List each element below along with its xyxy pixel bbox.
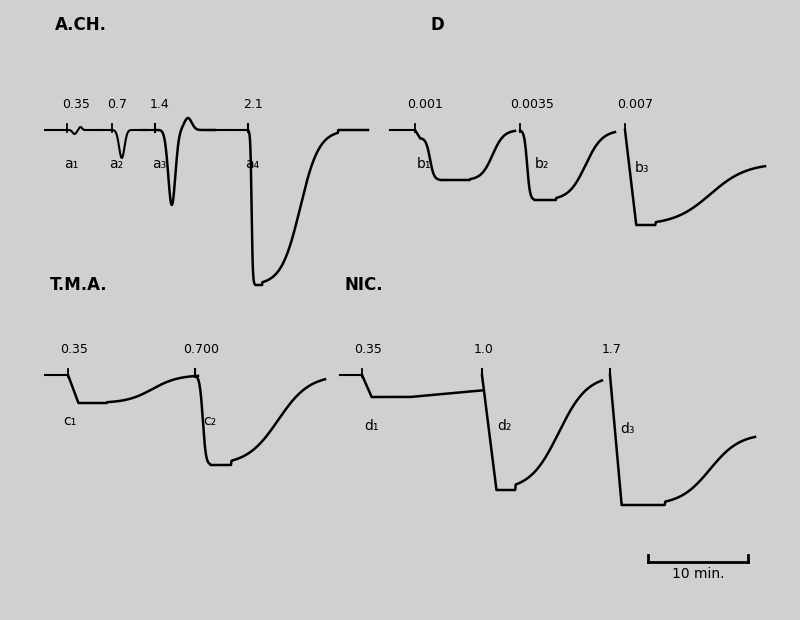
Text: 0.0035: 0.0035	[510, 98, 554, 111]
Text: 0.700: 0.700	[183, 343, 219, 356]
Text: b₁: b₁	[417, 157, 431, 171]
Text: 2.1: 2.1	[243, 98, 262, 111]
Text: NIC.: NIC.	[345, 276, 384, 294]
Text: A.CH.: A.CH.	[55, 16, 107, 34]
Text: a₂: a₂	[109, 157, 123, 171]
Text: 0.35: 0.35	[60, 343, 88, 356]
Text: b₂: b₂	[535, 157, 550, 171]
Text: c₂: c₂	[203, 414, 216, 428]
Text: d₁: d₁	[364, 419, 378, 433]
Text: 1.0: 1.0	[474, 343, 494, 356]
Text: D: D	[430, 16, 444, 34]
Text: a₃: a₃	[152, 157, 166, 171]
Text: 1.7: 1.7	[602, 343, 622, 356]
Text: 0.7: 0.7	[107, 98, 127, 111]
Text: c₁: c₁	[63, 414, 76, 428]
Text: T.M.A.: T.M.A.	[50, 276, 108, 294]
Text: 0.007: 0.007	[617, 98, 653, 111]
Text: 0.001: 0.001	[407, 98, 443, 111]
Text: 0.35: 0.35	[354, 343, 382, 356]
Text: d₃: d₃	[620, 422, 634, 436]
Text: b₃: b₃	[635, 161, 650, 175]
Text: 0.35: 0.35	[62, 98, 90, 111]
Text: d₂: d₂	[497, 419, 511, 433]
Text: a₄: a₄	[245, 157, 259, 171]
Text: a₁: a₁	[64, 157, 78, 171]
Text: 10 min.: 10 min.	[672, 567, 724, 581]
Text: 1.4: 1.4	[150, 98, 170, 111]
